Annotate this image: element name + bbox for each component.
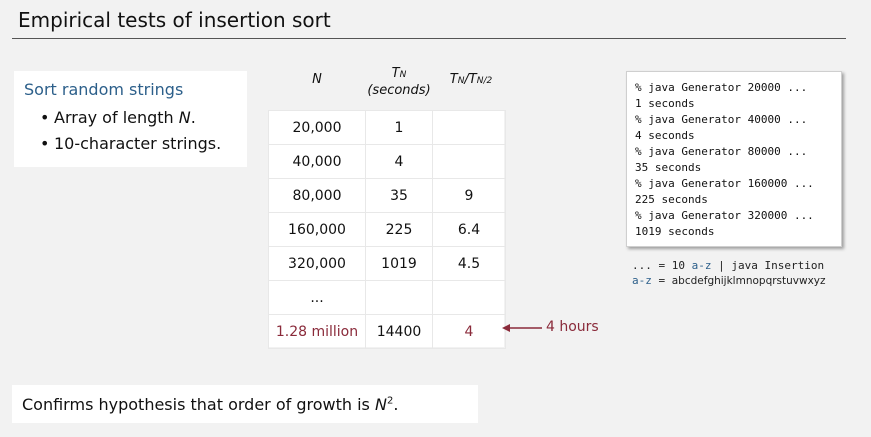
arrow-left-icon (502, 324, 542, 332)
terminal-line: % java Generator 80000 ... (635, 145, 808, 158)
legend-line-2: a-z = abcdefghijklmnopqrstuvwxyz (632, 274, 826, 287)
terminal-output: % java Generator 20000 ... 1 seconds % j… (626, 71, 842, 247)
terminal-line: 4 seconds (635, 129, 695, 142)
header-ratio: TN/TN/2 (449, 72, 493, 87)
terminal-line: % java Generator 320000 ... (635, 209, 814, 222)
annotation-label: 4 hours (546, 319, 599, 335)
list-item: • 10-character strings. (40, 131, 221, 157)
table-row: 20,000 1 (268, 110, 506, 145)
bullet-icon: • (40, 108, 50, 127)
terminal-line: 35 seconds (635, 161, 702, 174)
legend-line-1: ... = 10 a-z | java Insertion (632, 259, 825, 272)
table-row: 40,000 4 (268, 144, 506, 179)
terminal-line: % java Generator 20000 ... (635, 81, 808, 94)
terminal-line: 225 seconds (635, 193, 708, 206)
table-row: 80,000 35 9 (268, 178, 506, 213)
terminal-line: % java Generator 160000 ... (635, 177, 814, 190)
table-row: ... (268, 280, 506, 315)
legend-notes: ... = 10 a-z | java Insertion a-z = abcd… (632, 258, 826, 289)
bullet-icon: • (40, 134, 50, 153)
sort-description-box: Sort random strings • Array of length N. … (14, 71, 247, 167)
list-item: • Array of length N. (40, 105, 221, 131)
terminal-lines: % java Generator 20000 ... 1 seconds % j… (635, 80, 814, 240)
table-row: 160,000 225 6.4 (268, 212, 506, 247)
slide-title: Empirical tests of insertion sort (18, 8, 331, 32)
terminal-line: 1019 seconds (635, 225, 715, 238)
table-row-highlight: 1.28 million 14400 4 (268, 314, 506, 349)
terminal-line: 1 seconds (635, 97, 695, 110)
terminal-line: % java Generator 40000 ... (635, 113, 808, 126)
table-row: 320,000 1019 4.5 (268, 246, 506, 281)
conclusion-box: Confirms hypothesis that order of growth… (12, 385, 478, 423)
results-table: 20,000 1 40,000 4 80,000 35 9 160,000 22… (268, 110, 506, 349)
header-n: N (312, 72, 322, 87)
title-divider (12, 38, 846, 39)
conclusion-text: Confirms hypothesis that order of growth… (22, 395, 399, 414)
sort-bullet-list: • Array of length N. • 10-character string… (40, 105, 221, 157)
sort-heading: Sort random strings (24, 80, 184, 99)
header-time: TN (seconds) (367, 66, 431, 98)
